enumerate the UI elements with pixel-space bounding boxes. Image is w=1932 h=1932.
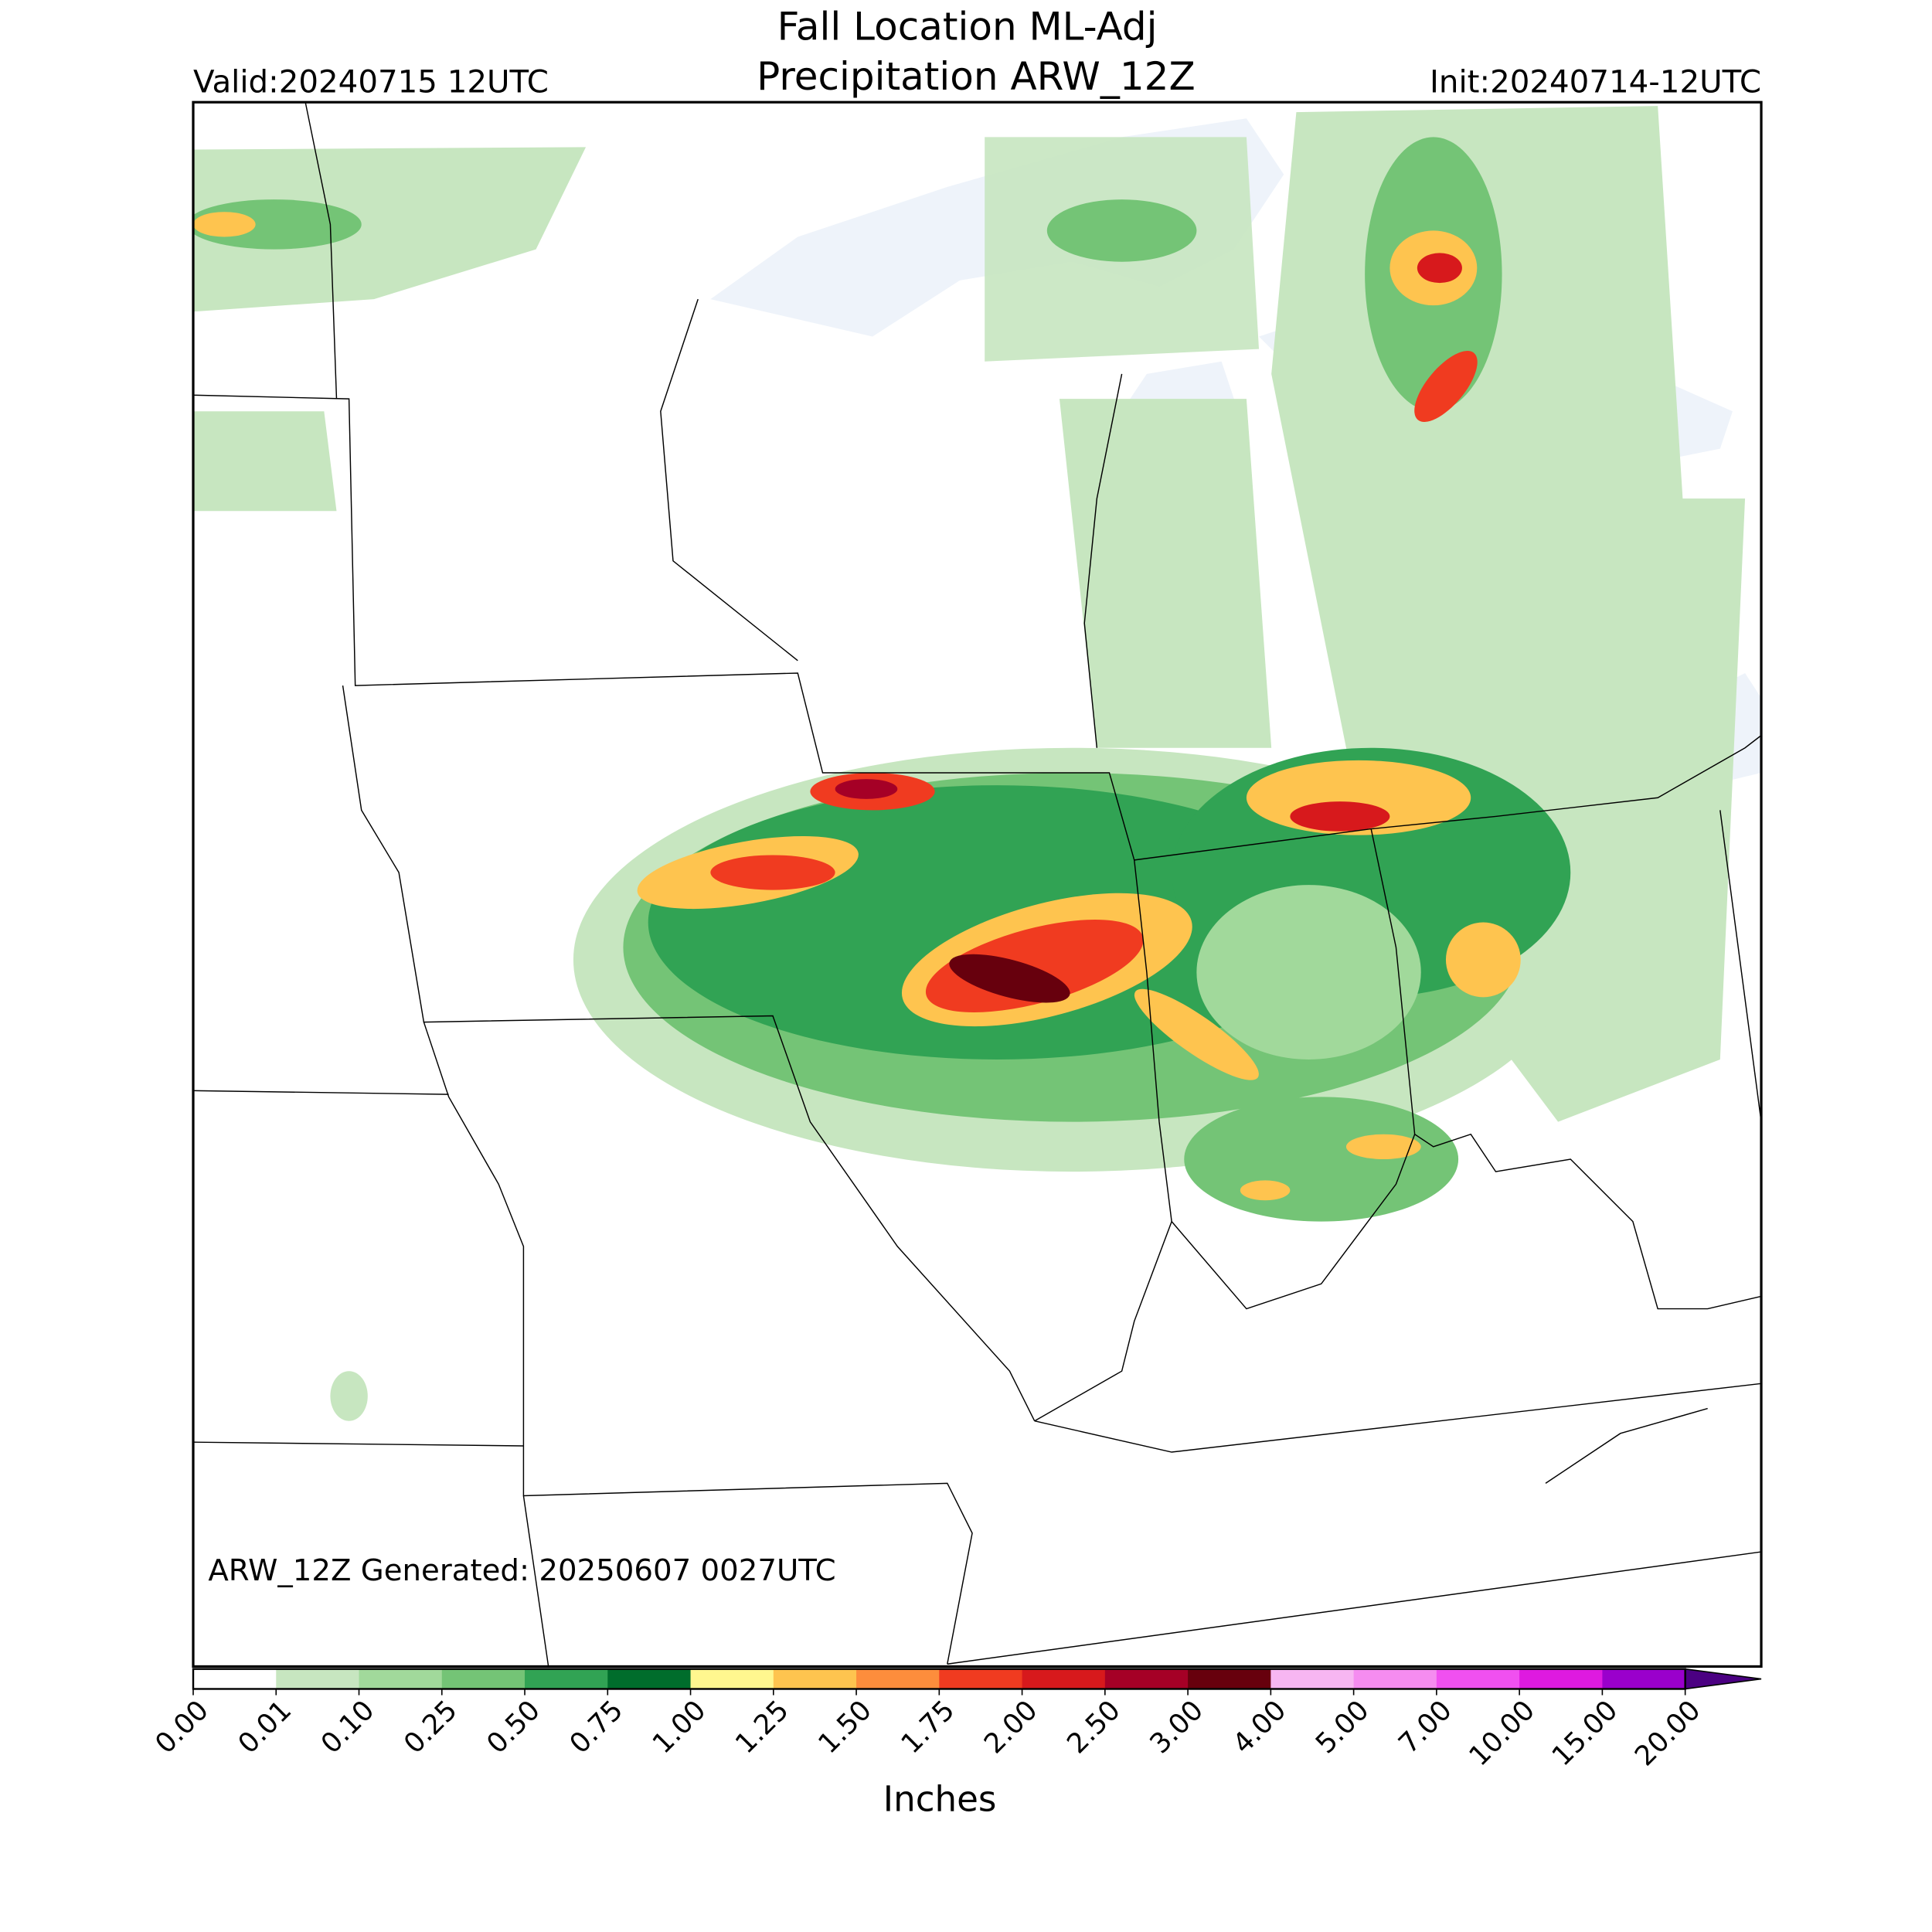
- colorbar-bin: [856, 1668, 940, 1689]
- init-time: Init:20240714-12UTC: [1430, 63, 1761, 100]
- colorbar-tick-label: 1.75: [895, 1695, 961, 1760]
- colorbar-bin: [525, 1668, 609, 1689]
- generated-note: ARW_12Z Generated: 20250607 0027UTC: [208, 1553, 835, 1588]
- colorbar-bin: [1104, 1668, 1189, 1689]
- title: Fall Location ML-Adj: [777, 5, 1158, 49]
- precipitation-field: [192, 106, 1746, 1421]
- colorbar-bin: [193, 1668, 277, 1689]
- colorbar-tick-label: 3.00: [1144, 1695, 1209, 1760]
- colorbar-bin: [607, 1668, 692, 1689]
- boundaries: [192, 102, 1762, 1667]
- colorbar-bin: [773, 1668, 857, 1689]
- colorbar-bin: [359, 1668, 443, 1689]
- colorbar: 0.00 0.01 0.10 0.25 0.50 0.75 1.00 1.25 1.50 1.75…: [149, 1668, 1762, 1773]
- colorbar-tick-label: 1.00: [647, 1695, 713, 1760]
- colorbar-tick-label: 1.50: [812, 1695, 878, 1760]
- colorbar-bin: [441, 1668, 526, 1689]
- colorbar-bin: [1022, 1668, 1106, 1689]
- title: Precipitation ARW_12Z: [757, 54, 1196, 99]
- colorbar-tick-label: 2.00: [978, 1695, 1044, 1760]
- colorbar-bin: [1270, 1668, 1355, 1689]
- colorbar-bin: [276, 1668, 360, 1689]
- colorbar-bin: [1436, 1668, 1520, 1689]
- colorbar-tick-label: 20.00: [1629, 1695, 1707, 1773]
- colorbar-bin: [1602, 1668, 1686, 1689]
- valid-time: Valid:20240715 12UTC: [193, 63, 549, 100]
- map: [192, 100, 1763, 1668]
- colorbar-bin: [1353, 1668, 1437, 1689]
- colorbar-tick-label: 7.00: [1393, 1695, 1458, 1760]
- map-frame: [192, 100, 1763, 1668]
- colorbar-tick-label: 0.75: [563, 1695, 629, 1760]
- colorbar-tick-label: 5.00: [1310, 1695, 1376, 1760]
- colorbar-tick-label: 15.00: [1546, 1695, 1624, 1773]
- colorbar-tick-label: 1.25: [730, 1695, 795, 1760]
- colorbar-tick-label: 0.00: [149, 1695, 215, 1760]
- colorbar-bin: [1188, 1668, 1272, 1689]
- colorbar-extension: [1684, 1668, 1762, 1690]
- colorbar-bin: [690, 1668, 774, 1689]
- colorbar-bin: [939, 1668, 1023, 1689]
- colorbar-tick-label: 0.01: [232, 1695, 298, 1760]
- colorbar-bin: [1519, 1668, 1604, 1689]
- colorbar-label: Inches: [883, 1779, 997, 1820]
- colorbar-tick-label: 2.50: [1061, 1695, 1127, 1760]
- colorbar-tick-label: 0.25: [398, 1695, 464, 1760]
- colorbar-tick-label: 4.00: [1226, 1695, 1292, 1760]
- colorbar-tick-label: 0.50: [481, 1695, 546, 1760]
- colorbar-tick-label: 10.00: [1463, 1695, 1541, 1773]
- colorbar-tick-label: 0.10: [315, 1695, 381, 1760]
